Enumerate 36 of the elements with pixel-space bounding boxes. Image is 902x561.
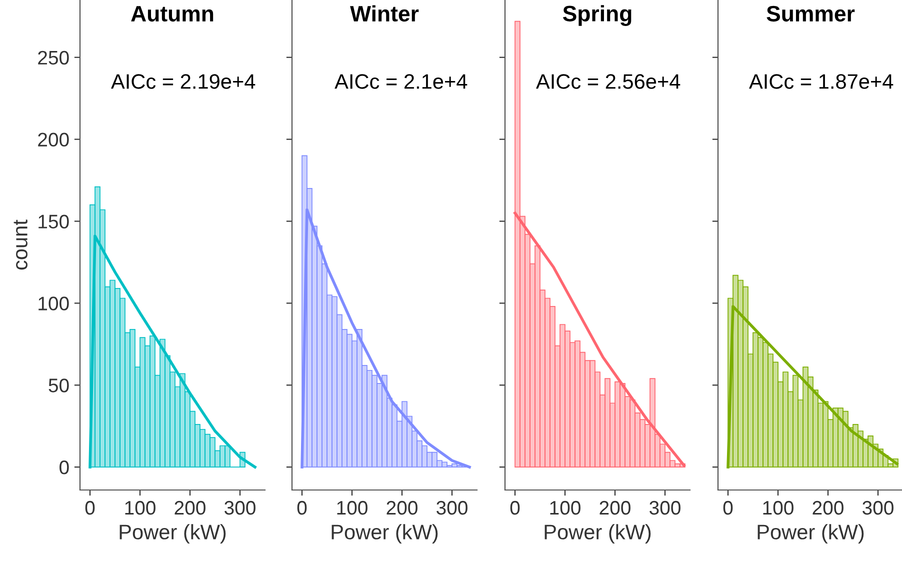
chart-title: Autumn bbox=[131, 6, 214, 22]
chart-title: Spring bbox=[562, 5, 632, 26]
x-tick-label: 200 bbox=[386, 500, 418, 515]
x-tick-label: 100 bbox=[763, 500, 794, 515]
x-tick-label: 0 bbox=[723, 500, 733, 515]
y-axis-title: count bbox=[14, 220, 28, 270]
x-tick-label: 200 bbox=[174, 500, 206, 515]
y-tick-label: 50 bbox=[48, 378, 69, 392]
x-tick-label: 100 bbox=[550, 500, 580, 515]
x-tick-label: 200 bbox=[812, 500, 844, 515]
chart-title: Winter bbox=[350, 5, 419, 22]
annotation: AICc = 2.19e+4 bbox=[111, 74, 256, 89]
x-tick-label: 300 bbox=[224, 500, 256, 515]
x-axis-title: Power (kW) bbox=[120, 524, 226, 544]
x-axis-title: Power (kW) bbox=[758, 524, 864, 544]
x-tick-label: 300 bbox=[650, 500, 680, 515]
x-tick-label: 100 bbox=[125, 500, 156, 515]
y-tick-label: 100 bbox=[38, 296, 69, 310]
x-tick-label: 0 bbox=[85, 500, 95, 515]
line-series bbox=[88, 234, 256, 468]
chart-title: Summer bbox=[766, 6, 855, 22]
x-axis-title: Power (kW) bbox=[544, 524, 651, 544]
annotation: AICc = 2.1e+4 bbox=[334, 74, 468, 89]
y-tick-label: 150 bbox=[38, 214, 69, 228]
x-tick-label: 200 bbox=[600, 500, 630, 515]
x-axis-title: Power (kW) bbox=[332, 524, 438, 544]
annotation: AICc = 2.56e+4 bbox=[536, 74, 680, 89]
x-tick-label: 0 bbox=[297, 500, 307, 515]
x-tick-label: 0 bbox=[510, 500, 520, 515]
x-tick-label: 100 bbox=[337, 500, 368, 515]
y-tick-label: 200 bbox=[38, 132, 69, 147]
y-tick-label: 0 bbox=[60, 460, 69, 474]
annotation: AICc = 1.87e+4 bbox=[749, 74, 894, 89]
y-tick-label: 250 bbox=[38, 50, 69, 65]
x-tick-label: 300 bbox=[862, 500, 894, 515]
x-tick-label: 300 bbox=[436, 500, 468, 515]
